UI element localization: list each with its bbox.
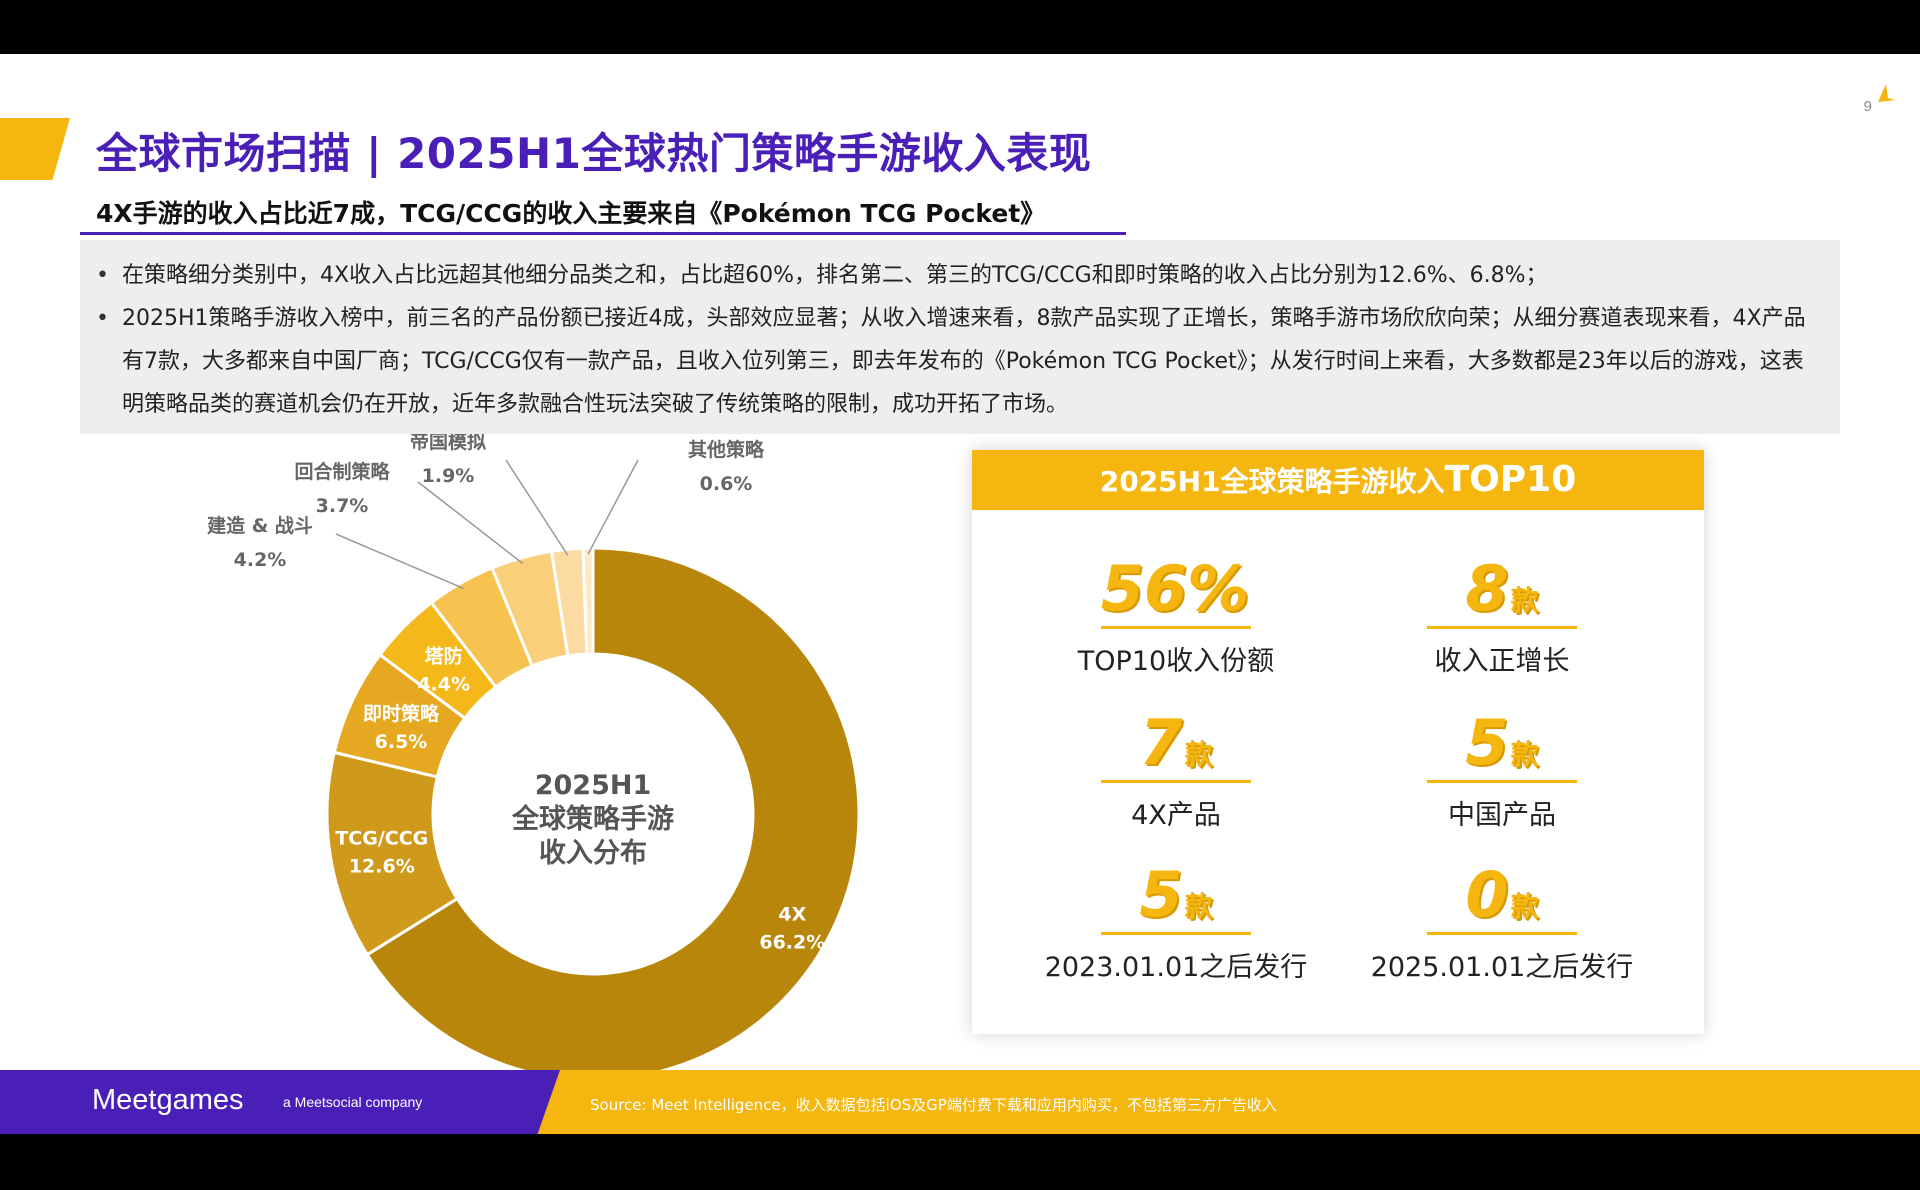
donut-leader-line-6 (505, 459, 569, 556)
title-accent-bar (0, 118, 70, 180)
donut-center-label-0: 2025H1 (535, 770, 652, 801)
top10-card: 2025H1全球策略手游收入TOP10 56% TOP10收入份额 8款 收入正… (972, 450, 1704, 1034)
donut-label-4: 建造 & 战斗 (207, 514, 313, 537)
stat-number: 5 (1465, 706, 1509, 779)
donut-label-6: 帝国模拟 (410, 434, 486, 453)
donut-slice-0 (365, 546, 861, 1082)
stat-number: 5 (1139, 858, 1183, 931)
stat-underline (1101, 626, 1251, 629)
stat-released-after-2025: 0款 2025.01.01之后发行 (1342, 864, 1662, 984)
bullet-item: 在策略细分类别中，4X收入占比远超其他细分品类之和，占比超60%，排名第二、第三… (96, 254, 1816, 297)
stat-number: 56% (1100, 552, 1250, 625)
stat-unit: 款 (1510, 738, 1539, 771)
page-title: 全球市场扫描 | 2025H1全球热门策略手游收入表现 (96, 129, 1092, 178)
stat-underline (1427, 932, 1577, 935)
stat-china-products: 5款 中国产品 (1342, 712, 1662, 832)
stat-underline (1101, 932, 1251, 935)
stat-4x-products: 7款 4X产品 (1016, 712, 1336, 832)
donut-value-7: 0.6% (700, 473, 753, 495)
stat-number: 7 (1139, 706, 1183, 779)
donut-value-3: 4.4% (417, 673, 470, 695)
page-number: 9 (1863, 98, 1872, 115)
donut-leader-line-7 (587, 459, 639, 555)
donut-label-3: 塔防 (425, 644, 463, 667)
donut-slice-7 (581, 546, 595, 656)
top10-header-prefix: 2025H1全球策略手游收入 (1099, 465, 1445, 498)
stat-label: 4X产品 (1131, 800, 1221, 831)
subtitle-underline (80, 232, 1126, 235)
slide: 9 全球市场扫描 | 2025H1全球热门策略手游收入表现 4X手游的收入占比近… (0, 54, 1920, 1134)
donut-label-2: 即时策略 (363, 702, 440, 725)
donut-label-7: 其他策略 (688, 438, 765, 461)
footer-source: Source: Meet Intelligence，收入数据包括iOS及GP端付… (590, 1096, 1277, 1114)
donut-center-label-2: 收入分布 (539, 838, 647, 869)
donut-value-1: 12.6% (349, 855, 415, 877)
donut-value-6: 1.9% (422, 465, 475, 487)
stat-underline (1427, 780, 1577, 783)
stat-unit: 款 (1184, 890, 1213, 923)
stat-number: 0 (1465, 858, 1509, 931)
stat-label: 2025.01.01之后发行 (1370, 952, 1634, 983)
stat-positive-growth: 8款 收入正增长 (1342, 558, 1662, 678)
donut-value-0: 66.2% (759, 932, 825, 954)
footer-tagline: a Meetsocial company (283, 1094, 423, 1110)
donut-label-0: 4X (778, 904, 806, 926)
stat-underline (1101, 780, 1251, 783)
donut-leader-line-5 (417, 481, 524, 565)
bullet-item: 2025H1策略手游收入榜中，前三名的产品份额已接近4成，头部效应显著；从收入增… (96, 297, 1816, 426)
donut-value-5: 3.7% (316, 495, 369, 517)
stat-unit: 款 (1510, 584, 1539, 617)
stat-unit: 款 (1184, 738, 1213, 771)
summary-bullets: 在策略细分类别中，4X收入占比远超其他细分品类之和，占比超60%，排名第二、第三… (80, 240, 1840, 434)
stat-top10-share: 56% TOP10收入份额 (1016, 558, 1336, 678)
stat-label: 2023.01.01之后发行 (1044, 952, 1308, 983)
top10-card-header: 2025H1全球策略手游收入TOP10 (972, 450, 1704, 510)
stat-label: 中国产品 (1448, 800, 1556, 831)
donut-leader-line-4 (335, 533, 464, 590)
footer-logo: Meetgames (92, 1084, 244, 1116)
stat-number: 8 (1465, 552, 1509, 625)
stat-label: 收入正增长 (1434, 646, 1570, 677)
page-subtitle: 4X手游的收入占比近7成，TCG/CCG的收入主要来自《Pokémon TCG … (96, 199, 1046, 228)
donut-value-2: 6.5% (375, 731, 428, 753)
footer: Meetgames a Meetsocial company Source: M… (0, 1070, 1920, 1134)
stat-label: TOP10收入份额 (1077, 646, 1275, 677)
revenue-donut-chart: 4X 66.2% TCG/CCG 12.6% 即时策略 6.5% 塔防 4.4% 建造 & 战斗… (207, 434, 861, 1082)
donut-value-4: 4.2% (234, 549, 287, 571)
top10-header-suffix: TOP10 (1444, 459, 1577, 500)
stat-released-after-2023: 5款 2023.01.01之后发行 (1016, 864, 1336, 984)
donut-center-label-1: 全球策略手游 (511, 803, 674, 835)
stat-unit: 款 (1510, 890, 1539, 923)
donut-label-5: 回合制策略 (294, 460, 390, 483)
donut-label-1: TCG/CCG (335, 827, 428, 849)
stat-underline (1427, 626, 1577, 629)
corner-logo-icon (1878, 84, 1896, 102)
footer-brand-block (0, 1070, 560, 1134)
